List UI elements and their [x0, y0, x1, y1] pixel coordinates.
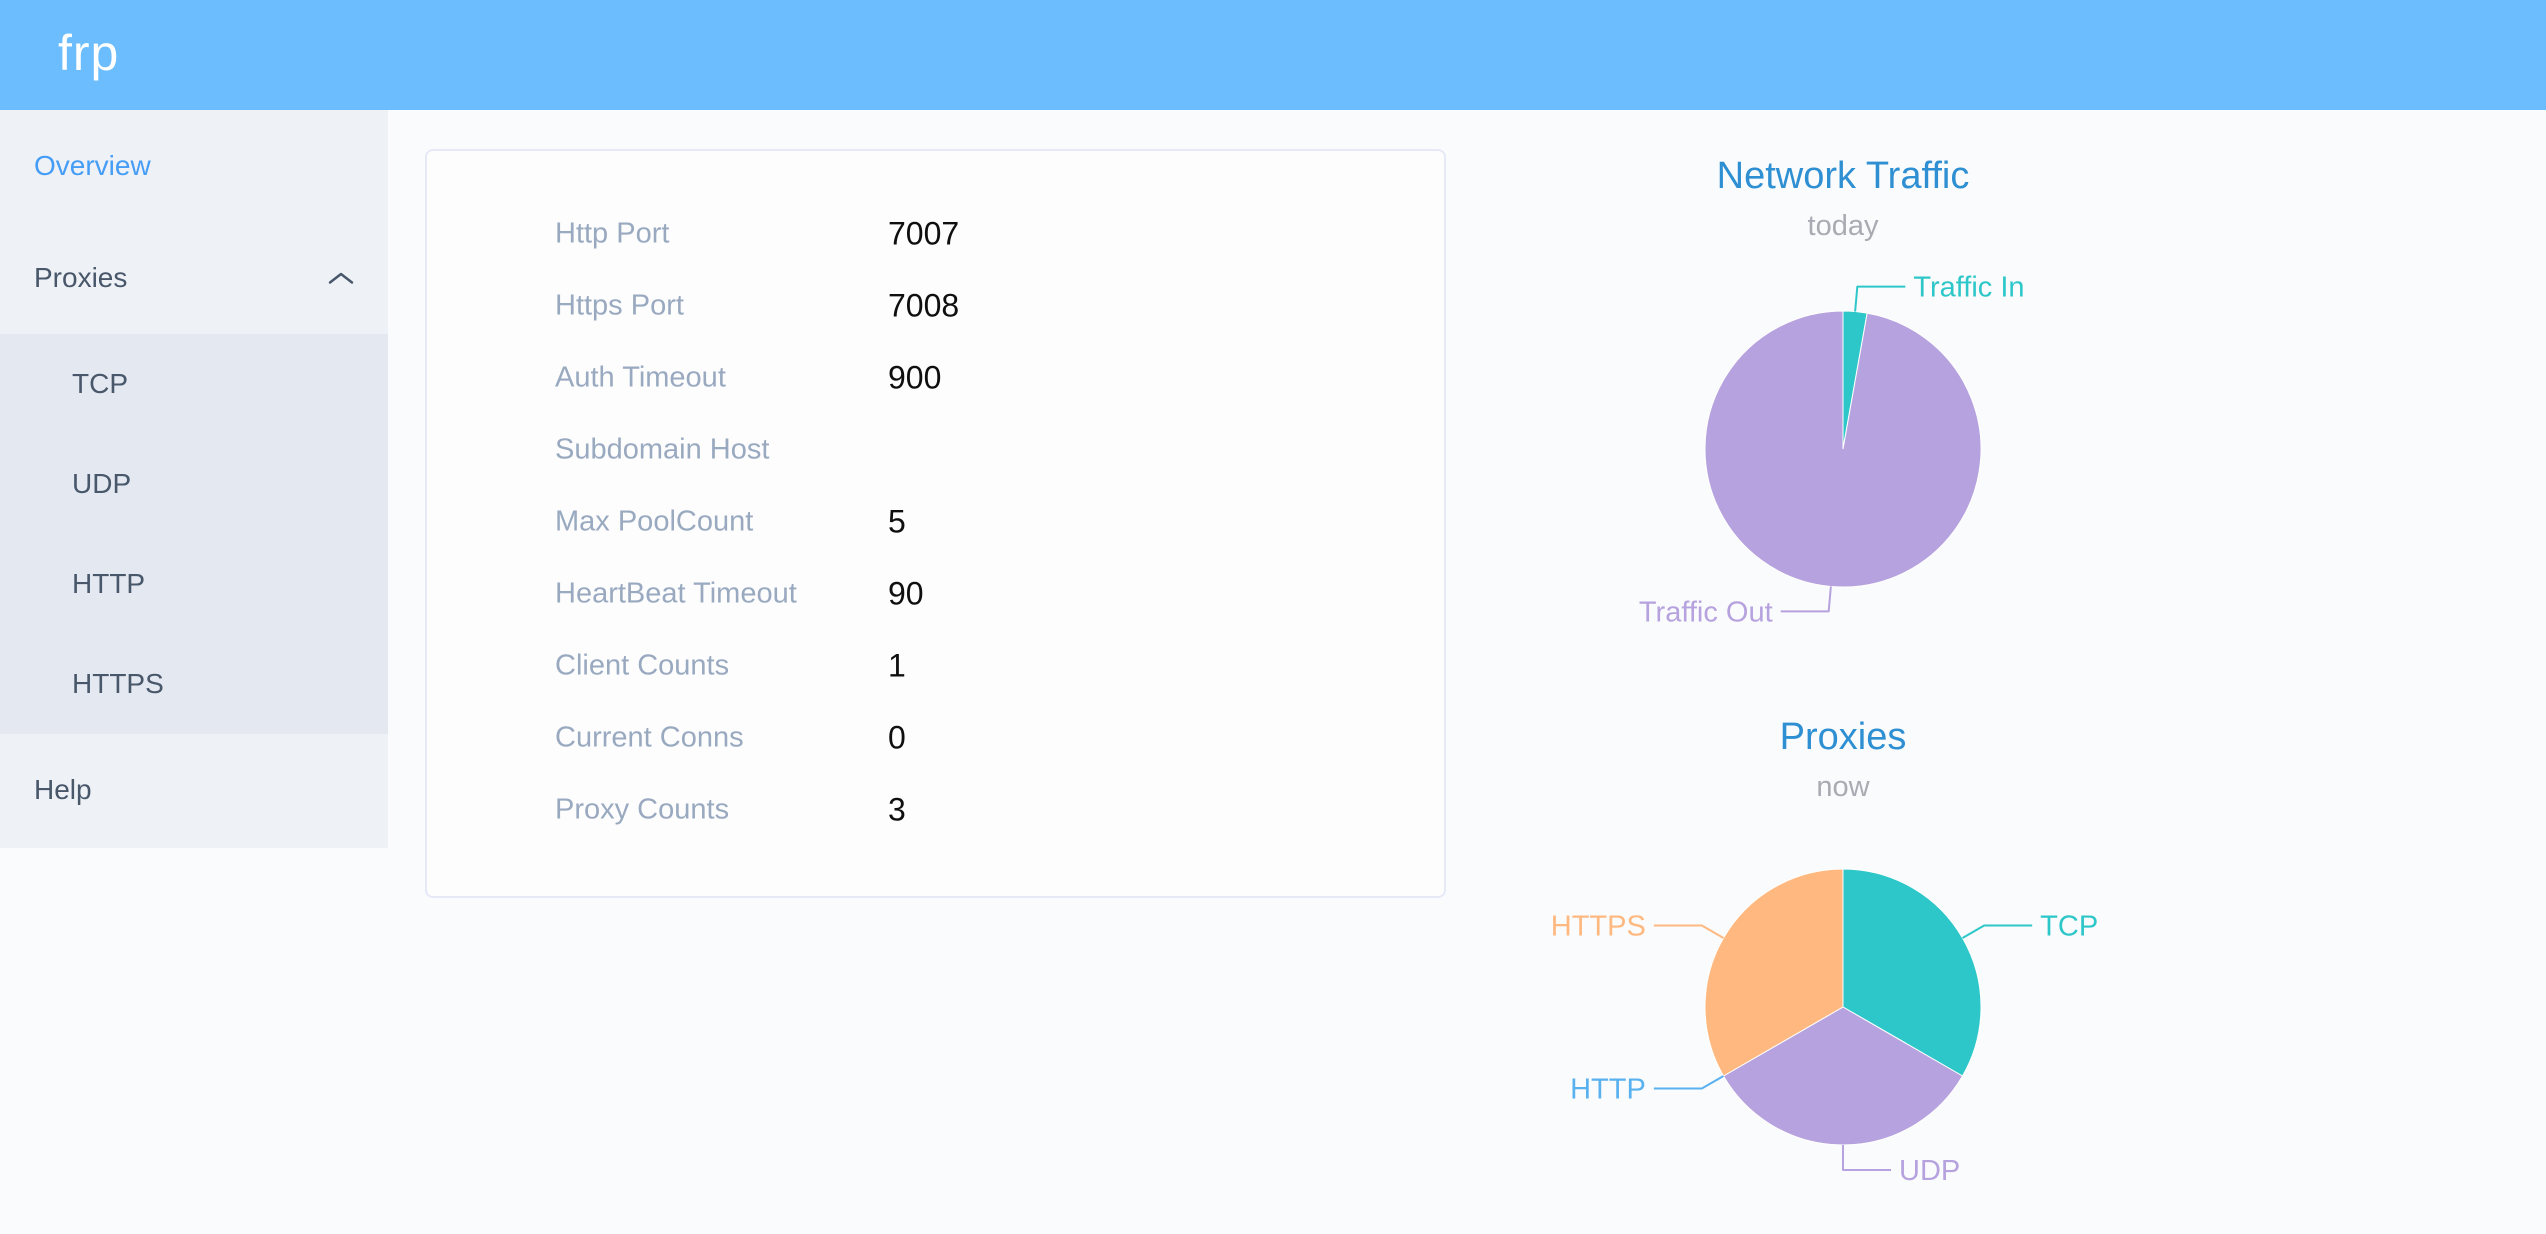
pie-label-tcp: TCP	[2040, 911, 2098, 943]
sidebar-item-tcp-label: TCP	[72, 368, 128, 399]
row-label: HeartBeat Timeout	[555, 577, 797, 610]
row-label: Https Port	[555, 289, 684, 322]
sidebar-item-https[interactable]: HTTPS	[0, 634, 388, 734]
pie-slice-udp[interactable]	[1722, 1006, 1964, 1146]
pie-leader-line-traffic-in	[1854, 285, 1906, 312]
row-value: 7007	[888, 215, 960, 252]
sidebar-item-help[interactable]: Help	[0, 734, 388, 846]
sidebar-item-http-label: HTTP	[72, 568, 146, 599]
table-row: Http Port 7007	[427, 198, 1444, 270]
pie-leader-line-https	[1653, 924, 1724, 939]
chart-subtitle: today	[1807, 210, 1879, 242]
pie-label-udp: UDP	[1899, 1155, 1960, 1187]
proxies-chart: Proxies now TCP UDP HTTP HTTPS	[1443, 700, 2243, 1234]
pie-label-https: HTTPS	[1551, 911, 1646, 943]
row-label: Subdomain Host	[555, 433, 770, 466]
sidebar-item-overview[interactable]: Overview	[0, 110, 388, 222]
pie-label-traffic-in: Traffic In	[1913, 272, 2024, 304]
app-header: frp	[0, 0, 2546, 110]
table-row: Proxy Counts 3	[427, 774, 1444, 846]
sidebar-item-help-label: Help	[34, 774, 92, 805]
sidebar-item-udp[interactable]: UDP	[0, 434, 388, 534]
sidebar-item-proxies-label: Proxies	[34, 262, 128, 293]
pie-leader-line-udp	[1842, 1145, 1891, 1171]
chart-title: Proxies	[1779, 716, 1907, 758]
row-value: 5	[888, 503, 906, 540]
table-row: Subdomain Host	[427, 414, 1444, 486]
row-value: 7008	[888, 287, 960, 324]
sidebar-item-http[interactable]: HTTP	[0, 534, 388, 634]
row-value: 3	[888, 791, 906, 828]
row-label: Proxy Counts	[555, 793, 730, 826]
sidebar-item-overview-label: Overview	[34, 150, 151, 181]
proxies-submenu: TCP UDP HTTP HTTPS	[0, 334, 388, 734]
sidebar: Overview Proxies TCP UDP HTTP HTTPS Help	[0, 110, 388, 848]
pie-label-http: HTTP	[1570, 1074, 1646, 1106]
network-traffic-chart: Network Traffic today Traffic In Traffic …	[1443, 130, 2243, 675]
server-info-card: Http Port 7007 Https Port 7008 Auth Time…	[425, 149, 1446, 898]
pie-slice-traffic-out[interactable]	[1704, 310, 1982, 588]
pie-leader-line-tcp	[1962, 924, 2033, 939]
table-row: Auth Timeout 900	[427, 342, 1444, 414]
row-label: Http Port	[555, 217, 670, 250]
sidebar-item-tcp[interactable]: TCP	[0, 334, 388, 434]
table-row: Https Port 7008	[427, 270, 1444, 342]
pie-label-traffic-out: Traffic Out	[1639, 596, 1773, 628]
row-label: Current Conns	[555, 721, 744, 754]
row-value: 0	[888, 719, 906, 756]
pie-slice-tcp[interactable]	[1842, 868, 1982, 1077]
table-row: Client Counts 1	[427, 630, 1444, 702]
pie-slice-https[interactable]	[1704, 868, 1844, 1077]
chevron-up-icon	[328, 272, 354, 284]
row-value: 1	[888, 647, 906, 684]
chart-title: Network Traffic	[1716, 155, 1970, 197]
network-traffic-pie-canvas: Traffic In Traffic Out	[1639, 272, 2025, 629]
sidebar-item-udp-label: UDP	[72, 468, 132, 499]
app-logo: frp	[58, 25, 120, 81]
row-value: 900	[888, 359, 942, 396]
row-label: Max PoolCount	[555, 505, 754, 538]
row-label: Auth Timeout	[555, 361, 726, 394]
table-row: Max PoolCount 5	[427, 486, 1444, 558]
pie-leader-line-traffic-out	[1780, 586, 1832, 613]
row-label: Client Counts	[555, 649, 730, 682]
server-info-table: Http Port 7007 Https Port 7008 Auth Time…	[427, 151, 1444, 846]
row-value: 90	[888, 575, 924, 612]
sidebar-item-https-label: HTTPS	[72, 668, 164, 699]
table-row: HeartBeat Timeout 90	[427, 558, 1444, 630]
sidebar-item-proxies[interactable]: Proxies	[0, 222, 388, 334]
proxies-pie-canvas: TCP UDP HTTP HTTPS	[1551, 868, 2098, 1187]
pie-leader-line-http	[1653, 1075, 1724, 1090]
table-row: Current Conns 0	[427, 702, 1444, 774]
chart-subtitle: now	[1816, 771, 1870, 803]
